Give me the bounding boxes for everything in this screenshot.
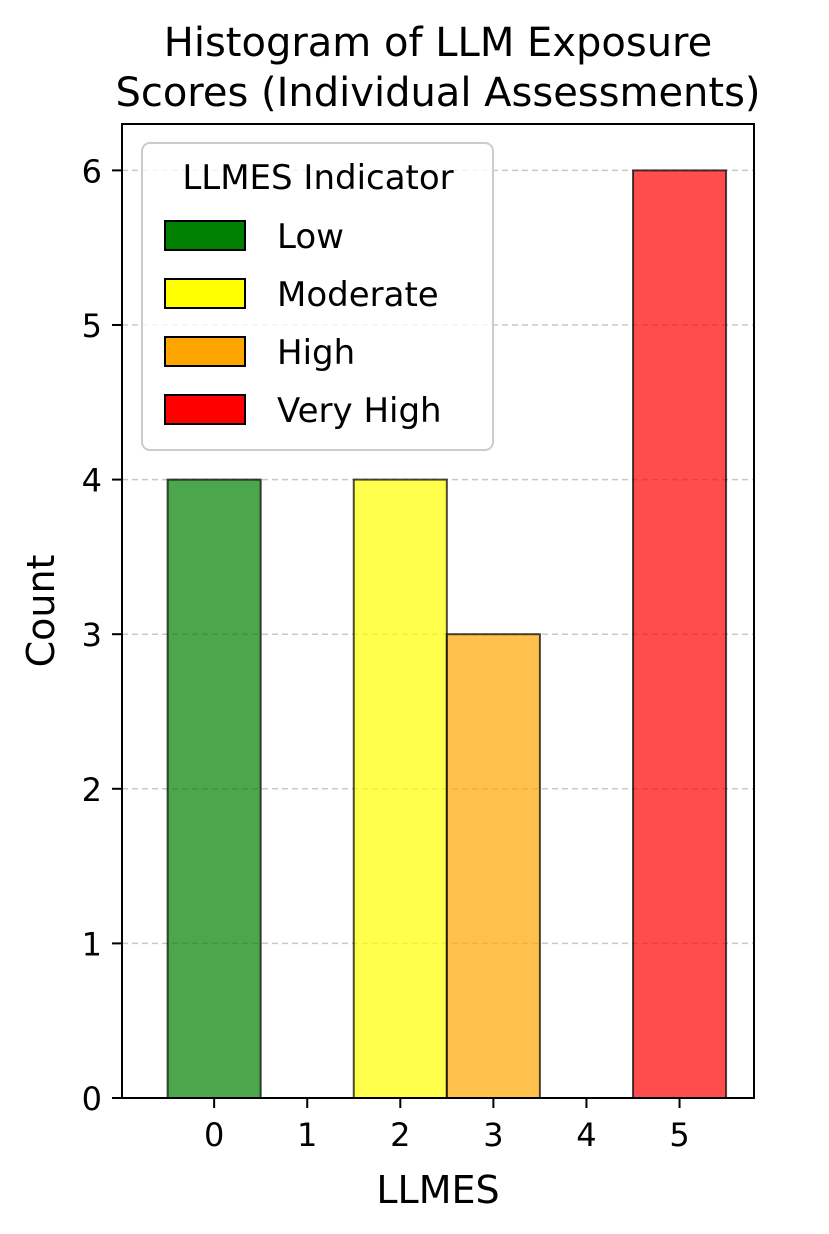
x-tick-label-1: 1 [297,1116,317,1154]
x-tick-label-5: 5 [669,1116,689,1154]
legend-swatch-high [164,336,246,367]
x-tick-label-3: 3 [483,1116,503,1154]
bar-5 [631,169,728,1099]
legend-entries: Low Moderate High Very High [164,217,442,431]
y-axis-label: Count [19,555,63,668]
bar-3 [445,633,541,1099]
legend-label-very-high: Very High [277,391,442,431]
legend-swatch-moderate [164,278,246,309]
legend-label-high: High [277,333,355,373]
y-tick-label-0: 0 [82,1080,102,1118]
legend-box [141,142,494,451]
bar-0 [166,478,262,1100]
y-tick-label-6: 6 [82,152,102,190]
plot-frame [121,123,755,1099]
y-tick-label-3: 3 [82,616,102,654]
chart-title-line-2: Scores (Individual Assessments) [115,70,760,116]
legend-label-moderate: Moderate [277,275,439,315]
x-tick-label-2: 2 [390,1116,410,1154]
legend-label-low: Low [277,217,344,257]
legend: LLMES Indicator Low Moderate High Very High [141,142,494,451]
axis-ticks: 0 1 2 3 4 5 0 1 2 3 4 5 6 [82,152,690,1154]
y-tick-label-1: 1 [82,925,102,963]
y-tick-label-5: 5 [82,307,102,345]
legend-title: LLMES Indicator [182,158,453,198]
y-tick-label-2: 2 [82,771,102,809]
x-tick-label-4: 4 [576,1116,596,1154]
x-tick-label-0: 0 [204,1116,224,1154]
legend-swatch-very-high [164,394,246,425]
bar-2 [352,478,448,1100]
x-axis-label: LLMES [376,1168,499,1212]
y-tick-label-4: 4 [82,462,102,500]
chart-title-line-1: Histogram of LLM Exposure [164,20,712,66]
legend-swatch-low [164,220,246,251]
